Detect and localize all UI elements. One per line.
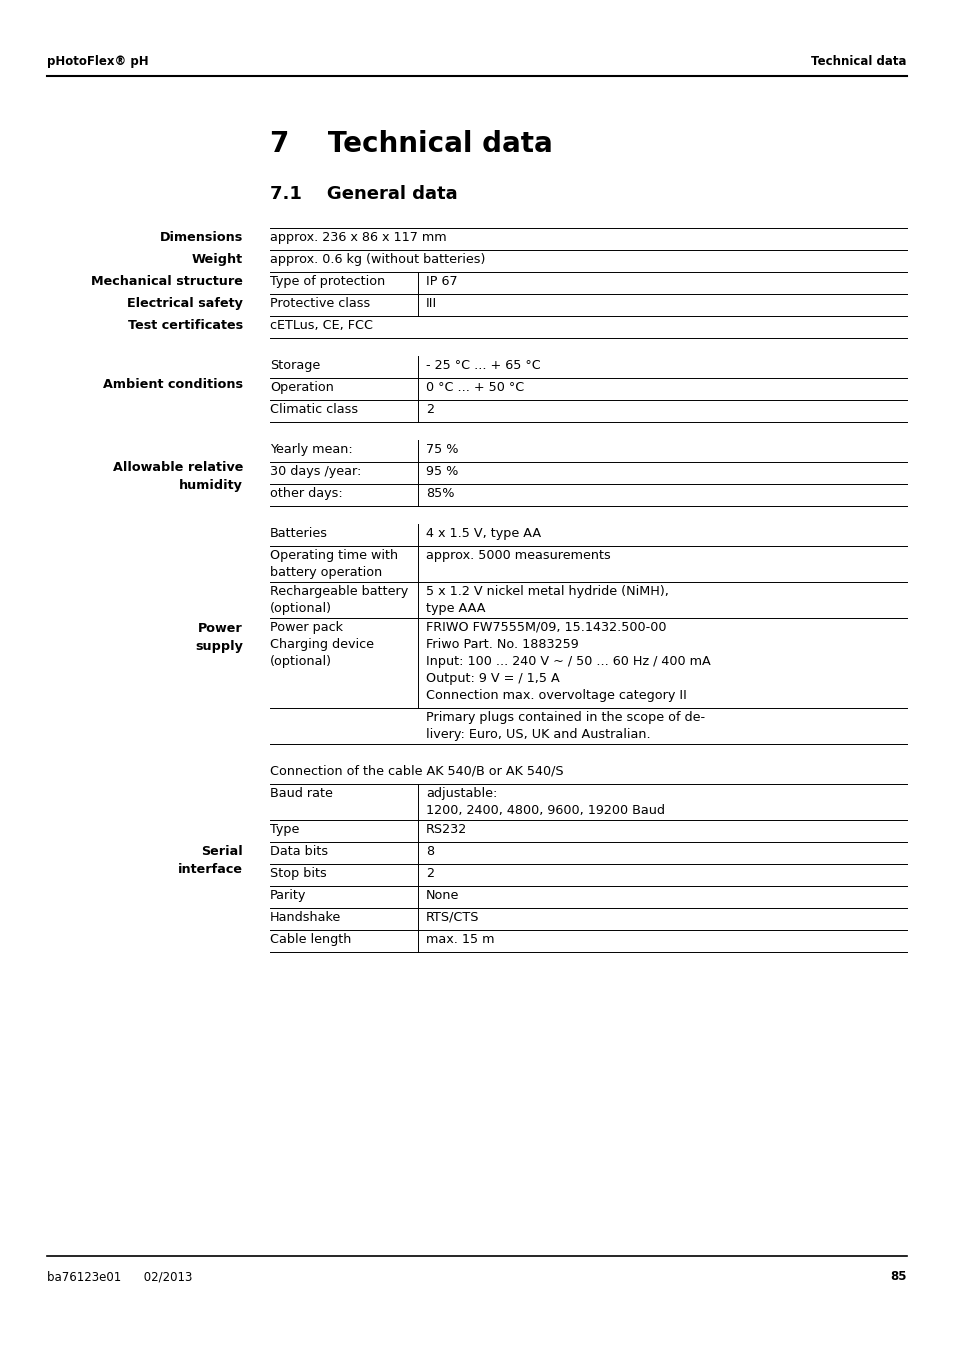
Text: 2: 2 (426, 403, 434, 416)
Text: 85: 85 (889, 1270, 906, 1283)
Text: Electrical safety: Electrical safety (127, 297, 243, 309)
Text: 0 °C ... + 50 °C: 0 °C ... + 50 °C (426, 381, 524, 394)
Text: Data bits: Data bits (270, 844, 328, 858)
Text: approx. 0.6 kg (without batteries): approx. 0.6 kg (without batteries) (270, 253, 485, 266)
Text: 95 %: 95 % (426, 465, 457, 478)
Text: Test certificates: Test certificates (128, 319, 243, 332)
Text: Power pack
Charging device
(optional): Power pack Charging device (optional) (270, 621, 374, 667)
Text: Cable length: Cable length (270, 934, 351, 946)
Text: Ambient conditions: Ambient conditions (103, 377, 243, 390)
Text: Power
supply: Power supply (195, 621, 243, 653)
Text: approx. 236 x 86 x 117 mm: approx. 236 x 86 x 117 mm (270, 231, 446, 245)
Text: pHotoFlex® pH: pHotoFlex® pH (47, 55, 149, 68)
Text: Operating time with
battery operation: Operating time with battery operation (270, 549, 397, 580)
Text: Type of protection: Type of protection (270, 276, 385, 288)
Text: Connection of the cable AK 540/B or AK 540/S: Connection of the cable AK 540/B or AK 5… (270, 765, 563, 778)
Text: 5 x 1.2 V nickel metal hydride (NiMH),
type AAA: 5 x 1.2 V nickel metal hydride (NiMH), t… (426, 585, 668, 615)
Text: Dimensions: Dimensions (159, 231, 243, 245)
Text: - 25 °C ... + 65 °C: - 25 °C ... + 65 °C (426, 359, 540, 372)
Text: 85%: 85% (426, 486, 454, 500)
Text: Serial
interface: Serial interface (178, 844, 243, 875)
Text: Primary plugs contained in the scope of de-
livery: Euro, US, UK and Australian.: Primary plugs contained in the scope of … (426, 711, 704, 740)
Text: Batteries: Batteries (270, 527, 328, 540)
Text: 2: 2 (426, 867, 434, 880)
Text: III: III (426, 297, 436, 309)
Text: Technical data: Technical data (811, 55, 906, 68)
Text: ba76123e01      02/2013: ba76123e01 02/2013 (47, 1270, 193, 1283)
Text: 8: 8 (426, 844, 434, 858)
Text: Handshake: Handshake (270, 911, 341, 924)
Text: Yearly mean:: Yearly mean: (270, 443, 353, 457)
Text: Rechargeable battery
(optional): Rechargeable battery (optional) (270, 585, 408, 615)
Text: Operation: Operation (270, 381, 334, 394)
Text: Mechanical structure: Mechanical structure (91, 276, 243, 288)
Text: Allowable relative
humidity: Allowable relative humidity (112, 461, 243, 492)
Text: Storage: Storage (270, 359, 320, 372)
Text: Climatic class: Climatic class (270, 403, 357, 416)
Text: Protective class: Protective class (270, 297, 370, 309)
Text: None: None (426, 889, 459, 902)
Text: cETLus, CE, FCC: cETLus, CE, FCC (270, 319, 373, 332)
Text: 30 days /year:: 30 days /year: (270, 465, 361, 478)
Text: Type: Type (270, 823, 299, 836)
Text: other days:: other days: (270, 486, 342, 500)
Text: Weight: Weight (192, 253, 243, 266)
Text: 7.1    General data: 7.1 General data (270, 185, 457, 203)
Text: max. 15 m: max. 15 m (426, 934, 494, 946)
Text: RTS/CTS: RTS/CTS (426, 911, 479, 924)
Text: adjustable:
1200, 2400, 4800, 9600, 19200 Baud: adjustable: 1200, 2400, 4800, 9600, 1920… (426, 788, 664, 817)
Text: Parity: Parity (270, 889, 306, 902)
Text: approx. 5000 measurements: approx. 5000 measurements (426, 549, 610, 562)
Text: 75 %: 75 % (426, 443, 458, 457)
Text: 7    Technical data: 7 Technical data (270, 130, 552, 158)
Text: FRIWO FW7555M/09, 15.1432.500-00
Friwo Part. No. 1883259
Input: 100 ... 240 V ~ : FRIWO FW7555M/09, 15.1432.500-00 Friwo P… (426, 621, 710, 703)
Text: Baud rate: Baud rate (270, 788, 333, 800)
Text: 4 x 1.5 V, type AA: 4 x 1.5 V, type AA (426, 527, 540, 540)
Text: Stop bits: Stop bits (270, 867, 327, 880)
Text: RS232: RS232 (426, 823, 467, 836)
Text: IP 67: IP 67 (426, 276, 457, 288)
